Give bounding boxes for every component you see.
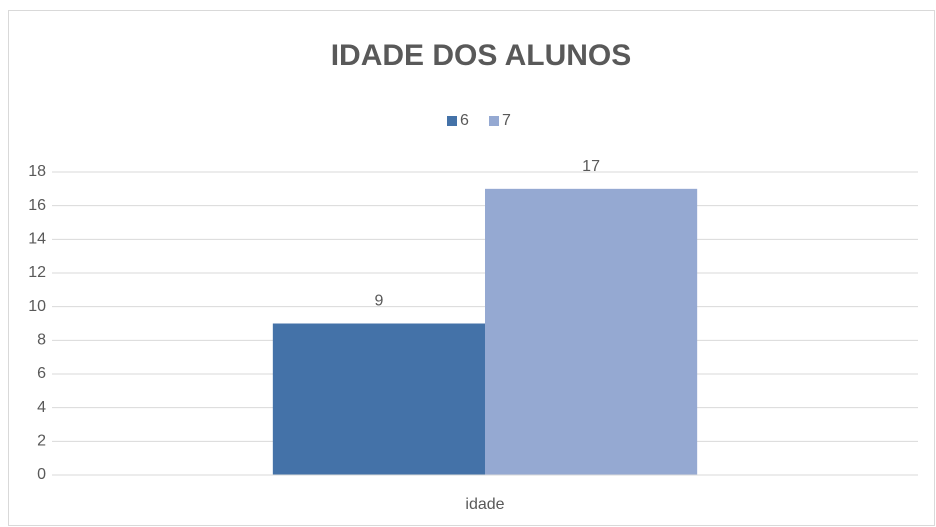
data-label: 17	[582, 158, 600, 175]
data-label: 9	[374, 293, 383, 310]
y-tick-label: 2	[37, 433, 46, 450]
y-tick-label: 6	[37, 365, 46, 382]
bar	[272, 323, 485, 475]
y-tick-label: 14	[28, 231, 46, 248]
legend-label: 6	[460, 112, 469, 129]
legend-swatch	[489, 116, 499, 126]
y-tick-label: 10	[28, 298, 46, 315]
y-tick-label: 8	[37, 332, 46, 349]
bar	[485, 188, 698, 476]
y-tick-label: 18	[28, 163, 46, 180]
y-tick-label: 12	[28, 264, 46, 281]
chart-title: IDADE DOS ALUNOS	[331, 39, 632, 72]
x-tick-label: idade	[465, 496, 504, 513]
legend-label: 7	[502, 112, 511, 129]
y-tick-label: 4	[37, 399, 46, 416]
y-tick-label: 0	[37, 466, 46, 483]
legend-swatch	[447, 116, 457, 126]
y-tick-label: 16	[28, 197, 46, 214]
